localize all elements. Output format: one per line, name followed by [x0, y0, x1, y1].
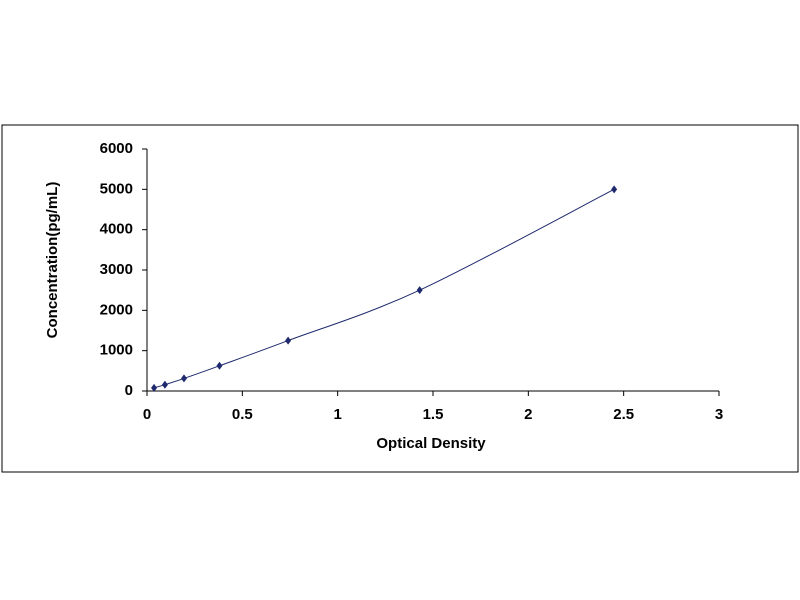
x-tick-label: 1.5: [423, 406, 444, 423]
data-point: [151, 383, 158, 392]
y-tick-label: 3000: [100, 261, 133, 278]
y-axis-title: Concentration(pg/mL): [44, 182, 61, 339]
y-tick-label: 5000: [100, 180, 133, 197]
y-tick-label: 2000: [100, 301, 133, 318]
data-point: [216, 361, 223, 370]
y-tick-label: 6000: [100, 140, 133, 157]
x-tick-label: 1: [333, 406, 341, 423]
data-point: [416, 286, 423, 295]
data-point: [180, 374, 187, 383]
data-point: [161, 380, 168, 389]
y-tick-label: 0: [125, 382, 133, 399]
x-tick-label: 3: [715, 406, 723, 423]
x-tick-label: 0.5: [232, 406, 253, 423]
x-axis-title: Optical Density: [376, 435, 486, 452]
x-tick-label: 2: [524, 406, 532, 423]
x-tick-label: 2.5: [613, 406, 634, 423]
y-tick-label: 4000: [100, 221, 133, 238]
data-point: [285, 336, 292, 345]
y-tick-label: 1000: [100, 342, 133, 359]
x-tick-label: 0: [143, 406, 151, 423]
data-point: [611, 185, 618, 194]
